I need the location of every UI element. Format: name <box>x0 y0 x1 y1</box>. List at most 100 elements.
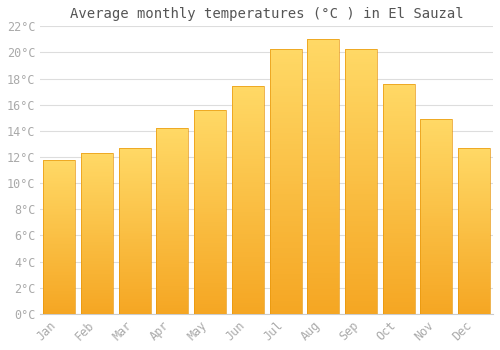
Bar <box>458 209 490 211</box>
Bar <box>458 148 490 314</box>
Bar <box>194 247 226 248</box>
Bar <box>81 295 113 296</box>
Bar <box>156 227 188 229</box>
Bar <box>118 234 150 236</box>
Bar <box>194 151 226 153</box>
Bar <box>118 306 150 307</box>
Bar <box>458 186 490 188</box>
Bar <box>458 180 490 181</box>
Bar <box>194 159 226 161</box>
Bar <box>156 271 188 273</box>
Bar <box>270 83 302 86</box>
Bar <box>382 307 415 309</box>
Bar <box>232 211 264 214</box>
Bar <box>458 221 490 223</box>
Bar <box>81 198 113 200</box>
Bar <box>270 195 302 197</box>
Bar <box>458 281 490 282</box>
Bar <box>270 118 302 120</box>
Bar <box>345 213 377 216</box>
Bar <box>307 155 340 158</box>
Bar <box>345 64 377 67</box>
Bar <box>382 279 415 282</box>
Bar <box>43 302 75 303</box>
Bar <box>156 149 188 150</box>
Bar <box>420 232 452 234</box>
Bar <box>307 256 340 259</box>
Bar <box>118 191 150 193</box>
Bar <box>118 180 150 181</box>
Bar <box>118 261 150 262</box>
Bar <box>118 219 150 221</box>
Bar <box>458 216 490 218</box>
Bar <box>307 220 340 223</box>
Bar <box>345 247 377 250</box>
Bar <box>43 240 75 242</box>
Bar <box>194 230 226 232</box>
Bar <box>118 239 150 241</box>
Bar <box>382 95 415 98</box>
Bar <box>156 301 188 303</box>
Bar <box>382 277 415 279</box>
Bar <box>118 163 150 164</box>
Bar <box>118 241 150 243</box>
Bar <box>458 238 490 239</box>
Bar <box>307 308 340 311</box>
Bar <box>345 216 377 218</box>
Bar <box>118 292 150 294</box>
Bar <box>43 255 75 257</box>
Bar <box>156 225 188 227</box>
Bar <box>232 130 264 132</box>
Bar <box>156 195 188 197</box>
Bar <box>232 264 264 266</box>
Bar <box>81 287 113 288</box>
Bar <box>345 301 377 303</box>
Bar <box>156 216 188 217</box>
Bar <box>345 131 377 133</box>
Bar <box>270 226 302 229</box>
Bar <box>307 39 340 42</box>
Bar <box>194 261 226 263</box>
Bar <box>458 296 490 297</box>
Bar <box>382 272 415 275</box>
Bar <box>81 264 113 266</box>
Bar <box>194 259 226 261</box>
Bar <box>345 173 377 176</box>
Bar <box>194 112 226 114</box>
Bar <box>458 161 490 163</box>
Bar <box>81 299 113 301</box>
Bar <box>232 134 264 136</box>
Bar <box>307 179 340 182</box>
Bar <box>194 141 226 142</box>
Bar <box>194 294 226 295</box>
Bar <box>382 206 415 208</box>
Bar <box>420 230 452 232</box>
Bar <box>420 226 452 228</box>
Bar <box>156 160 188 162</box>
Bar <box>81 206 113 208</box>
Bar <box>345 240 377 242</box>
Bar <box>194 145 226 147</box>
Bar <box>307 163 340 166</box>
Bar <box>118 266 150 267</box>
Bar <box>156 128 188 130</box>
Bar <box>43 265 75 266</box>
Bar <box>307 300 340 303</box>
Bar <box>156 234 188 236</box>
Bar <box>156 141 188 143</box>
Bar <box>194 212 226 214</box>
Bar <box>232 200 264 202</box>
Bar <box>118 281 150 282</box>
Bar <box>270 125 302 128</box>
Bar <box>382 118 415 121</box>
Bar <box>43 220 75 221</box>
Bar <box>232 230 264 232</box>
Bar <box>81 240 113 242</box>
Bar <box>307 234 340 237</box>
Bar <box>43 294 75 295</box>
Bar <box>81 272 113 274</box>
Bar <box>194 147 226 149</box>
Bar <box>118 272 150 274</box>
Bar <box>156 143 188 145</box>
Bar <box>458 292 490 294</box>
